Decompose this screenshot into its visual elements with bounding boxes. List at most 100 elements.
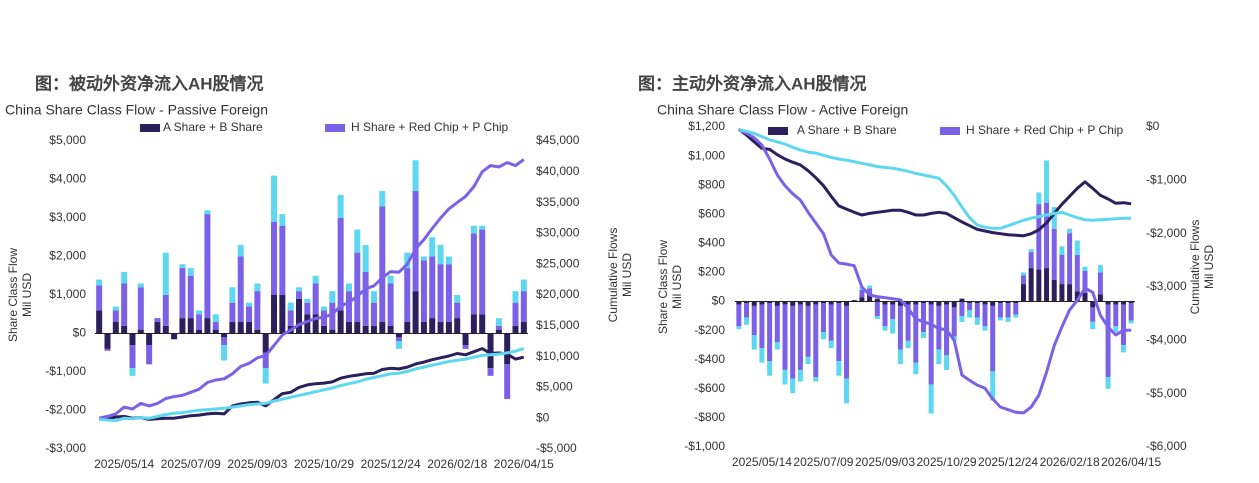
bar-segment: [867, 285, 873, 289]
bar-segment: [936, 349, 942, 365]
bar-segment: [1097, 294, 1103, 302]
bar-segment: [913, 301, 919, 305]
bar-segment: [121, 283, 128, 326]
bar-segment: [312, 283, 319, 315]
bar-segment: [504, 364, 511, 399]
bar-segment: [944, 301, 950, 305]
bar-segment: [1113, 304, 1119, 327]
bar-segment: [204, 318, 211, 334]
bar-segment: [982, 301, 988, 305]
bar-segment: [982, 304, 988, 327]
bar-segment: [820, 332, 826, 340]
y2-tick-label: -$5,000: [1146, 386, 1187, 400]
bar-segment: [445, 256, 452, 265]
bar-segment: [404, 252, 411, 269]
bar-segment: [420, 321, 427, 334]
bar-segment: [928, 301, 934, 305]
bar-segment: [951, 301, 957, 308]
legend-swatch: [325, 124, 345, 132]
legend-swatch: [768, 127, 788, 135]
bar-segment: [129, 345, 136, 369]
bar-segment: [246, 306, 253, 322]
bar-segment: [1097, 265, 1103, 273]
x-tick-label: 2026/04/15: [1101, 455, 1161, 469]
bar-segment: [805, 301, 811, 306]
bar-segment: [412, 291, 419, 334]
bar-segment: [920, 332, 926, 338]
bar-segment: [1028, 249, 1034, 253]
bar-segment: [237, 256, 244, 322]
bar-segment: [395, 341, 402, 349]
bar-segment: [844, 305, 850, 379]
y-axis-label: Share Class Flow: [656, 240, 670, 334]
bar-segment: [387, 275, 394, 284]
title: 图：被动外资净流入AH股情况: [35, 73, 264, 93]
bar-segment: [404, 268, 411, 322]
bar-segment: [874, 301, 880, 317]
bar-segment: [254, 291, 261, 330]
bar-segment: [1128, 303, 1134, 321]
x-tick-label: 2025/10/29: [917, 455, 977, 469]
bar-segment: [867, 288, 873, 295]
bar-segment: [890, 301, 896, 305]
bar-segment: [813, 301, 819, 305]
bar-segment: [112, 321, 119, 334]
bar-segment: [974, 303, 980, 318]
bar-segment: [470, 233, 477, 315]
bar-segment: [362, 244, 369, 272]
y-tick-label: $1,000: [49, 287, 86, 301]
bar-segment: [487, 333, 494, 369]
bar-segment: [759, 348, 765, 363]
bar-segment: [997, 317, 1003, 321]
y2-axis-label: Cumulative Flows: [606, 228, 620, 323]
bar-segment: [951, 307, 957, 337]
bar-segment: [337, 194, 344, 218]
bar-segment: [479, 314, 486, 334]
y2-tick-label: -$1,000: [1146, 173, 1187, 187]
bar-segment: [495, 318, 502, 326]
y-tick-label: $800: [698, 177, 725, 191]
bar-segment: [504, 333, 511, 365]
bar-segment: [805, 356, 811, 365]
bar-segment: [790, 301, 796, 306]
bar-segment: [437, 321, 444, 334]
bar-segment: [437, 244, 444, 265]
bar-segment: [1074, 240, 1080, 255]
bar-segment: [1105, 304, 1111, 378]
bar-segment: [462, 333, 469, 346]
bar-segment: [320, 306, 327, 311]
bar-segment: [1067, 233, 1073, 285]
bar-segment: [1059, 284, 1065, 302]
cumulative-line: [99, 347, 525, 423]
bar-segment: [187, 268, 194, 276]
bar-segment: [982, 326, 988, 331]
bar-segment: [296, 291, 303, 299]
bar-segment: [271, 221, 278, 295]
title: 图：主动外资净流入AH股情况: [638, 73, 867, 93]
subtitle: China Share Class Flow - Passive Foreign: [5, 102, 268, 118]
bar-segment: [387, 283, 394, 326]
bar-segment: [196, 314, 203, 330]
bar-segment: [913, 304, 919, 363]
bar-segment: [379, 191, 386, 207]
bar-segment: [271, 175, 278, 222]
bar-segment: [744, 317, 750, 325]
bar-segment: [1105, 301, 1111, 305]
bar-segment: [782, 304, 788, 370]
y-tick-label: -$3,000: [45, 441, 86, 455]
bar-segment: [187, 318, 194, 334]
bar-segment: [512, 291, 519, 303]
y-tick-label: -$200: [694, 323, 725, 337]
bar-segment: [1020, 275, 1026, 285]
bar-segment: [805, 305, 811, 357]
y-axis-label: Mil USD: [670, 265, 684, 309]
y-tick-label: $0: [712, 294, 726, 308]
bar-segment: [495, 325, 502, 330]
bar-segment: [797, 304, 803, 370]
bar-segment: [967, 310, 973, 318]
bar-segment: [897, 349, 903, 365]
bar-segment: [229, 287, 236, 303]
y-tick-label: -$2,000: [45, 403, 86, 417]
bar-segment: [1128, 320, 1134, 324]
x-tick-label: 2025/09/03: [227, 457, 287, 471]
